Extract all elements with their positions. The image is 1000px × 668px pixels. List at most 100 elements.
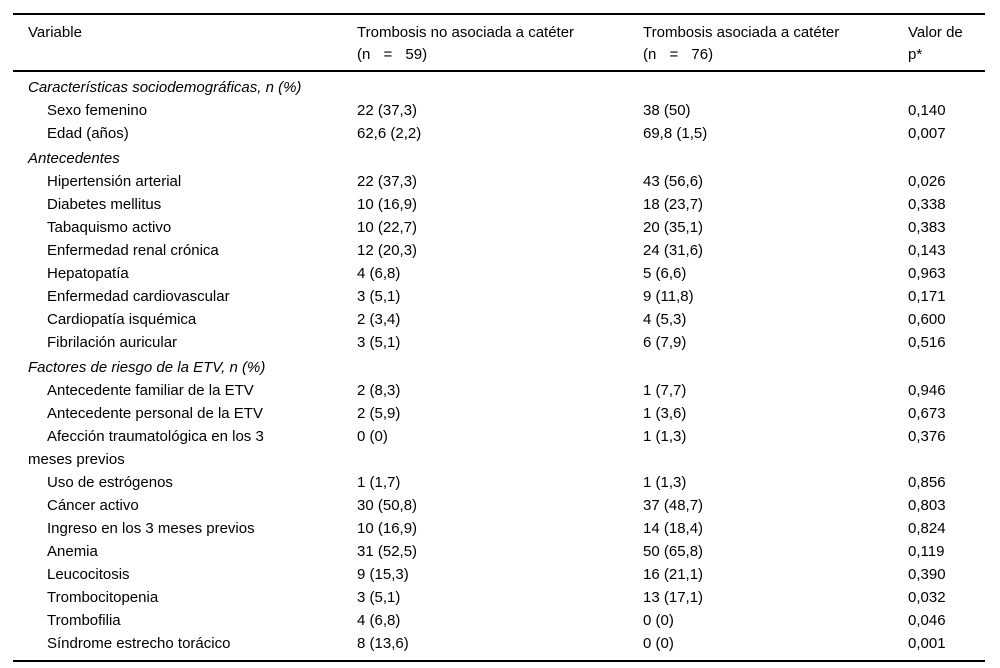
variable-cell: Enfermedad cardiovascular: [47, 288, 230, 305]
table-body: Características sociodemográficas, n (%)…: [13, 71, 985, 661]
variable-cell: Leucocitosis: [47, 566, 130, 583]
column-header-n-count: (n = 76): [643, 46, 714, 63]
table-row: Ingreso en los 3 meses previos 10 (16,9) 1…: [13, 517, 985, 540]
no-cateter-cell: 22 (37,3): [357, 173, 418, 190]
table-row: Sexo femenino 22 (37,3) 38 (50) 0,140: [13, 99, 985, 122]
no-cateter-cell: 3 (5,1): [357, 288, 401, 305]
no-cateter-cell: 30 (50,8): [357, 497, 418, 514]
table-header: Variable Trombosis no asociada a catéter…: [13, 14, 985, 72]
variable-cell: Uso de estrógenos: [47, 474, 173, 491]
no-cateter-cell: 3 (5,1): [357, 334, 401, 351]
variable-cell: Hipertensión arterial: [47, 173, 182, 190]
cateter-cell: 5 (6,6): [643, 265, 687, 282]
cateter-cell: 13 (17,1): [643, 589, 704, 606]
cateter-cell: 1 (1,3): [643, 428, 687, 445]
variable-cell: Trombofilia: [47, 612, 121, 629]
cateter-cell: 6 (7,9): [643, 334, 687, 351]
column-header-label: Trombosis asociada a catéter: [643, 24, 840, 41]
p-value-cell: 0,390: [908, 566, 946, 583]
table-row: Edad (años) 62,6 (2,2) 69,8 (1,5) 0,007: [13, 122, 985, 145]
no-cateter-cell: 2 (8,3): [357, 382, 401, 399]
cateter-cell: 38 (50): [643, 102, 691, 119]
no-cateter-cell: 4 (6,8): [357, 612, 401, 629]
section-row: Factores de riesgo de la ETV, n (%): [13, 354, 985, 379]
cateter-cell: 16 (21,1): [643, 566, 704, 583]
p-value-cell: 0,856: [908, 474, 946, 491]
variable-cell: Fibrilación auricular: [47, 334, 178, 351]
comparison-table: Variable Trombosis no asociada a catéter…: [13, 13, 985, 662]
no-cateter-cell: 31 (52,5): [357, 543, 418, 560]
section-label: Factores de riesgo de la ETV, n (%): [28, 359, 266, 376]
p-value-cell: 0,963: [908, 265, 946, 282]
cateter-cell: 1 (1,3): [643, 474, 687, 491]
column-header-label: Variable: [28, 24, 82, 41]
p-value-cell: 0,803: [908, 497, 946, 514]
header-row: Variable Trombosis no asociada a catéter…: [13, 14, 985, 72]
variable-cell: Afección traumatológica en los 3 meses pr…: [28, 428, 264, 468]
variable-cell: Edad (años): [47, 125, 129, 142]
table-row: Diabetes mellitus 10 (16,9) 18 (23,7) 0,338: [13, 193, 985, 216]
column-header-p-value: Valor de p*: [895, 14, 985, 72]
p-value-cell: 0,046: [908, 612, 946, 629]
p-value-cell: 0,119: [908, 543, 945, 560]
table-row: Anemia 31 (52,5) 50 (65,8) 0,119: [13, 540, 985, 563]
cateter-cell: 24 (31,6): [643, 242, 704, 259]
table-row: Hipertensión arterial 22 (37,3) 43 (56,6) 0…: [13, 170, 985, 193]
table-row: Cardiopatía isquémica 2 (3,4) 4 (5,3) 0,600: [13, 308, 985, 331]
table-row: Tabaquismo activo 10 (22,7) 20 (35,1) 0,383: [13, 216, 985, 239]
table-row: Trombocitopenia 3 (5,1) 13 (17,1) 0,032: [13, 586, 985, 609]
p-value-cell: 0,600: [908, 311, 946, 328]
table-row: Leucocitosis 9 (15,3) 16 (21,1) 0,390: [13, 563, 985, 586]
cateter-cell: 0 (0): [643, 635, 674, 652]
variable-cell: Cardiopatía isquémica: [47, 311, 197, 328]
variable-cell: Tabaquismo activo: [47, 219, 172, 236]
no-cateter-cell: 0 (0): [357, 428, 388, 445]
cateter-cell: 37 (48,7): [643, 497, 704, 514]
table-row: Uso de estrógenos 1 (1,7) 1 (1,3) 0,856: [13, 471, 985, 494]
no-cateter-cell: 10 (22,7): [357, 219, 418, 236]
table-row: Antecedente personal de la ETV 2 (5,9) 1 (…: [13, 402, 985, 425]
no-cateter-cell: 9 (15,3): [357, 566, 409, 583]
no-cateter-cell: 12 (20,3): [357, 242, 418, 259]
column-header-p-symbol: p*: [908, 46, 923, 63]
table-sheet: Variable Trombosis no asociada a catéter…: [13, 13, 985, 662]
column-header-n-count: (n = 59): [357, 46, 428, 63]
no-cateter-cell: 62,6 (2,2): [357, 125, 422, 142]
variable-cell: Antecedente familiar de la ETV: [47, 382, 254, 399]
cateter-cell: 18 (23,7): [643, 196, 704, 213]
cateter-cell: 50 (65,8): [643, 543, 704, 560]
variable-cell: Hepatopatía: [47, 265, 129, 282]
p-value-cell: 0,140: [908, 102, 946, 119]
p-value-cell: 0,001: [908, 635, 946, 652]
p-value-cell: 0,026: [908, 173, 946, 190]
table-row: Síndrome estrecho torácico 8 (13,6) 0 (0) 0…: [13, 632, 985, 661]
column-header-label: Trombosis no asociada a catéter: [357, 24, 575, 41]
table-row: Antecedente familiar de la ETV 2 (8,3) 1 (…: [13, 379, 985, 402]
section-row: Características sociodemográficas, n (%): [13, 71, 985, 99]
p-value-cell: 0,673: [908, 405, 946, 422]
p-value-cell: 0,824: [908, 520, 946, 537]
table-row: Cáncer activo 30 (50,8) 37 (48,7) 0,803: [13, 494, 985, 517]
variable-cell: Cáncer activo: [47, 497, 139, 514]
variable-cell: Diabetes mellitus: [47, 196, 162, 213]
p-value-cell: 0,338: [908, 196, 946, 213]
cateter-cell: 43 (56,6): [643, 173, 704, 190]
no-cateter-cell: 3 (5,1): [357, 589, 401, 606]
table-row: Fibrilación auricular 3 (5,1) 6 (7,9) 0,516: [13, 331, 985, 354]
variable-cell: Ingreso en los 3 meses previos: [47, 520, 255, 537]
section-label: Características sociodemográficas, n (%): [28, 79, 302, 96]
column-header-label: Valor de: [908, 24, 963, 41]
variable-cell: Enfermedad renal crónica: [47, 242, 219, 259]
p-value-cell: 0,171: [908, 288, 946, 305]
column-header-variable: Variable: [13, 14, 344, 72]
no-cateter-cell: 22 (37,3): [357, 102, 418, 119]
table-row: Enfermedad cardiovascular 3 (5,1) 9 (11,8)…: [13, 285, 985, 308]
cateter-cell: 20 (35,1): [643, 219, 704, 236]
no-cateter-cell: 10 (16,9): [357, 196, 418, 213]
cateter-cell: 9 (11,8): [643, 288, 694, 305]
p-value-cell: 0,032: [908, 589, 946, 606]
variable-cell: Sexo femenino: [47, 102, 148, 119]
table-row: Afección traumatológica en los 3 meses pr…: [13, 425, 985, 471]
variable-cell: Antecedente personal de la ETV: [47, 405, 263, 422]
p-value-cell: 0,383: [908, 219, 946, 236]
